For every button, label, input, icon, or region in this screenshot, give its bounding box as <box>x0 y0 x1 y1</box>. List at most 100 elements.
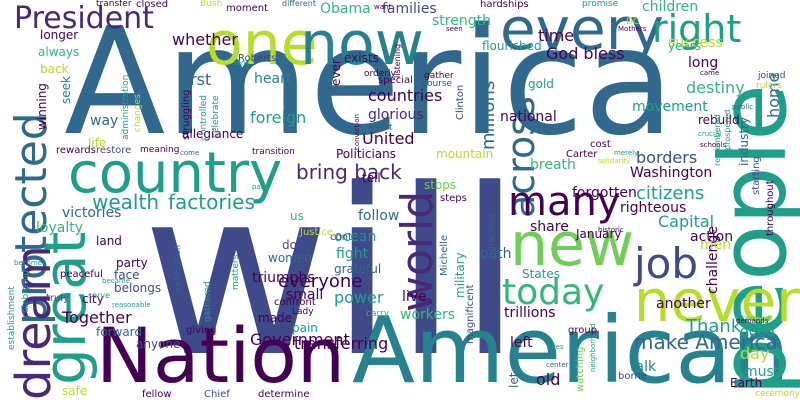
word-celebrate: celebrate <box>211 95 221 138</box>
word-face: face <box>114 268 140 282</box>
word-foreign: foreign <box>250 108 307 127</box>
word-come: come <box>180 149 200 157</box>
word-always: always <box>38 45 80 59</box>
word-controlled: controlled <box>199 95 209 140</box>
word-country: country <box>68 141 283 206</box>
word-cost: cost <box>590 139 611 150</box>
word-washington: Washington <box>630 165 713 181</box>
word-tell: tell <box>362 171 381 185</box>
word-dream: dream <box>6 245 62 400</box>
word-power: power <box>334 288 384 307</box>
word-factories: factories <box>168 190 255 214</box>
word-god-bless: God bless <box>546 44 625 63</box>
word-course: course <box>422 79 453 89</box>
word-capital: Capital <box>658 212 715 231</box>
word-part: part <box>252 183 267 191</box>
word-rebuild: rebuild <box>698 113 740 127</box>
word-want: want <box>374 3 392 11</box>
word-states: States <box>522 267 561 281</box>
word-earth: Earth <box>730 376 763 390</box>
word-chief: Chief <box>204 389 230 400</box>
word-citizens: citizens <box>636 183 705 204</box>
word-longer: longer <box>40 28 79 42</box>
word-crucial: crucial <box>698 130 722 138</box>
word-small: small <box>286 287 324 303</box>
word-way: way <box>90 113 119 129</box>
word-matters: matters <box>231 254 241 290</box>
word-action: action <box>690 229 734 245</box>
word-will: will <box>142 141 522 400</box>
word-united: United <box>362 129 415 148</box>
word-truly: truly <box>46 293 70 304</box>
word-controls: controls <box>330 232 370 243</box>
word-ocean: ocean <box>334 229 377 245</box>
word-celebration: celebration <box>173 244 182 290</box>
word-joined: joined <box>758 71 786 81</box>
word-magnificent: magnificent <box>465 284 476 344</box>
word-military: military <box>453 252 467 298</box>
word-america: America <box>64 0 675 168</box>
word-workers: workers <box>400 307 456 323</box>
word-listening: listening <box>393 43 402 78</box>
word-peaceful: peaceful <box>60 269 103 280</box>
word-time: time <box>538 26 575 45</box>
word-new: new <box>510 210 635 280</box>
word-job: job <box>634 239 699 288</box>
word-january: January <box>576 227 622 241</box>
word-reasonable: reasonable <box>112 301 151 309</box>
word-changes: changes <box>133 94 143 132</box>
word-fight: fight <box>336 246 369 262</box>
word-promise: promise <box>582 0 619 9</box>
word-obama: Obama <box>320 1 371 17</box>
word-allegiance: allegiance <box>182 127 244 141</box>
word-must: must <box>744 364 780 380</box>
word-watching: watching <box>575 346 586 392</box>
word-giving: giving <box>186 325 217 336</box>
word-seen: seen <box>446 25 463 33</box>
word-party: party <box>116 256 148 270</box>
word-demands: demands <box>736 317 769 325</box>
word-forgotten: forgotten <box>572 185 637 201</box>
word-gold: gold <box>528 77 554 91</box>
word-borders: borders <box>636 148 698 167</box>
word-exists: exists <box>344 51 379 65</box>
word-group: group <box>568 325 598 336</box>
word-good: good <box>740 324 775 340</box>
word-industry: industry <box>737 116 751 166</box>
word-men: men <box>700 237 732 253</box>
word-now: now <box>300 9 424 79</box>
word-establishment: establishment <box>7 286 17 350</box>
word-politicians: Politicians <box>336 147 396 161</box>
word-historic: historic <box>598 226 624 234</box>
word-many: many <box>508 179 621 225</box>
word-make-america: make America <box>634 330 778 354</box>
word-remembered: remembered <box>713 114 722 166</box>
word-center: center <box>546 361 569 369</box>
word-bring-back: bring back <box>296 160 402 184</box>
word-gathered: gathered <box>203 281 213 322</box>
word-rulers: rulers <box>756 81 782 91</box>
word-old: old <box>536 370 561 389</box>
word-roberts: Roberts <box>238 53 277 64</box>
word-never: never <box>633 267 800 335</box>
word-movement: movement <box>632 99 708 115</box>
word-oath: oath <box>480 246 512 262</box>
word-stops: stops <box>424 178 457 192</box>
word-government: Government <box>250 330 350 349</box>
word-merely: merely <box>614 149 639 157</box>
word-today: today <box>502 272 605 313</box>
word-us: us <box>290 209 304 223</box>
word-left: left <box>510 335 533 351</box>
word-together: Together <box>62 308 132 327</box>
word-determine: determine <box>258 389 310 400</box>
word-years: years <box>668 39 702 53</box>
word-ceremony: ceremony <box>755 389 800 399</box>
word-closed: closed <box>136 0 169 10</box>
word-different: different <box>282 0 316 8</box>
word-land: land <box>96 234 122 248</box>
word-steps: steps <box>440 193 467 204</box>
word-right: right <box>652 7 742 51</box>
word-life: life <box>88 136 107 150</box>
word-anyone: anyone <box>136 337 181 351</box>
word-glorious: glorious <box>368 107 424 123</box>
